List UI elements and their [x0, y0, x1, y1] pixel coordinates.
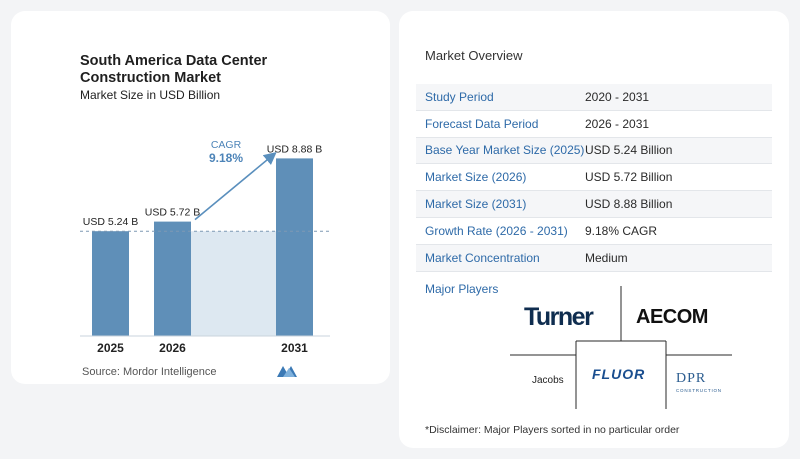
source-note: Source: Mordor Intelligence	[82, 366, 217, 378]
row-value: USD 5.72 Billion	[585, 170, 673, 185]
overview-row: Growth Rate (2026 - 2031) 9.18% CAGR	[416, 218, 772, 245]
chart-subtitle: Market Size in USD Billion	[80, 88, 221, 102]
fluor-logo: FLUOR	[592, 366, 646, 382]
players-title: Major Players	[425, 282, 499, 296]
disclaimer: *Disclaimer: Major Players sorted in no …	[425, 424, 680, 436]
bar-2025	[92, 231, 129, 336]
row-label: Market Concentration	[425, 250, 540, 265]
row-label: Market Size (2031)	[425, 197, 527, 212]
dpr-logo: DPR	[676, 371, 707, 386]
jacobs-logo: Jacobs	[532, 375, 564, 386]
data-label-2025: USD 5.24 B	[83, 216, 138, 228]
row-value: 9.18% CAGR	[585, 223, 658, 238]
row-label: Market Size (2026)	[425, 170, 527, 185]
data-label-2031: USD 8.88 B	[267, 143, 322, 155]
overview-row: Forecast Data Period 2026 - 2031	[416, 111, 772, 138]
aecom-logo: AECOM	[636, 306, 708, 328]
x-tick-2026: 2026	[159, 341, 186, 355]
row-value: 2020 - 2031	[585, 89, 650, 104]
overview-row: Market Concentration Medium	[416, 244, 772, 272]
row-label: Growth Rate (2026 - 2031)	[425, 223, 568, 238]
bar-2026	[154, 221, 191, 336]
cagr-value: 9.18%	[209, 151, 243, 165]
chart-title: South America Data Center Construction M…	[80, 53, 268, 86]
overview-table: Study Period 2020 - 2031 Forecast Data Pe…	[416, 84, 772, 272]
overview-row: Study Period 2020 - 2031	[416, 84, 772, 111]
bar-2031	[276, 158, 313, 336]
x-tick-2031: 2031	[281, 341, 308, 355]
cagr-label: CAGR	[211, 139, 242, 151]
bar-chart: USD 5.24 B 2025 USD 5.72 B 2026 USD 8.88 B 20…	[80, 139, 330, 355]
row-value: 2026 - 2031	[585, 116, 650, 131]
overview-card	[399, 11, 789, 448]
overview-row: Market Size (2026) USD 5.72 Billion	[416, 164, 772, 192]
row-value: Medium	[585, 250, 628, 265]
dpr-logo-subtext: CONSTRUCTION	[676, 388, 722, 393]
overview-title: Market Overview	[425, 48, 523, 63]
row-label: Forecast Data Period	[425, 116, 539, 131]
overview-row: Market Size (2031) USD 8.88 Billion	[416, 191, 772, 218]
row-label: Base Year Market Size (2025)	[425, 143, 585, 158]
projection-band	[191, 231, 276, 336]
row-value: USD 5.24 Billion	[585, 143, 673, 158]
x-tick-2025: 2025	[97, 341, 124, 355]
row-value: USD 8.88 Billion	[585, 197, 673, 212]
overview-row: Base Year Market Size (2025) USD 5.24 Bil…	[416, 137, 772, 165]
data-label-2026: USD 5.72 B	[145, 207, 200, 219]
row-label: Study Period	[425, 89, 494, 104]
cagr-arrow	[194, 151, 277, 221]
mordor-logo-icon	[277, 366, 297, 377]
turner-logo: Turner	[524, 303, 594, 331]
